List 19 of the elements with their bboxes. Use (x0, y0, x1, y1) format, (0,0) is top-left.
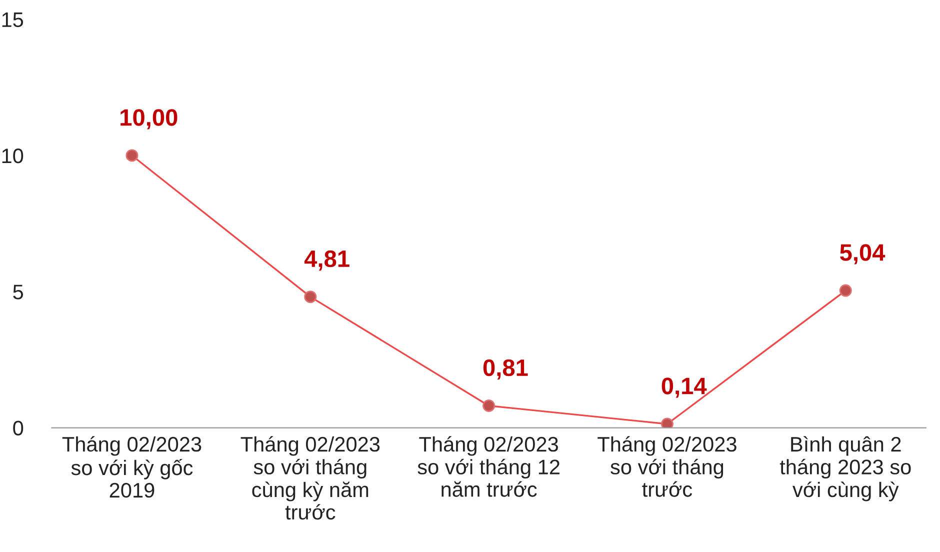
x-tick-label: Bình quân 2 tháng 2023 so với cùng kỳ (780, 436, 911, 502)
data-label: 4,81 (304, 250, 350, 271)
x-tick-label: Tháng 02/2023 so với kỳ gốc 2019 (62, 436, 202, 498)
point (482, 399, 496, 412)
y-tick-label: 0 (13, 420, 24, 436)
data-label: 0,81 (483, 359, 528, 380)
data-label: 0,14 (662, 378, 707, 398)
x-tick-label: Tháng 02/2023 so với tháng trước (598, 436, 736, 497)
point (660, 418, 674, 428)
y-tick-label: 5 (13, 284, 24, 300)
point (304, 290, 317, 304)
point (126, 149, 138, 162)
y-tick-label: 10 (2, 148, 24, 164)
data-label: 5,04 (840, 244, 886, 264)
y-tick-label: 15 (2, 12, 24, 28)
data-label: 10,00 (120, 109, 178, 130)
point (839, 284, 852, 297)
x-tick-label: Tháng 02/2023 so với tháng cùng kỳ năm trước (240, 436, 380, 520)
x-tick-label: Tháng 02/2023 so với tháng 12 năm trước (418, 436, 560, 497)
